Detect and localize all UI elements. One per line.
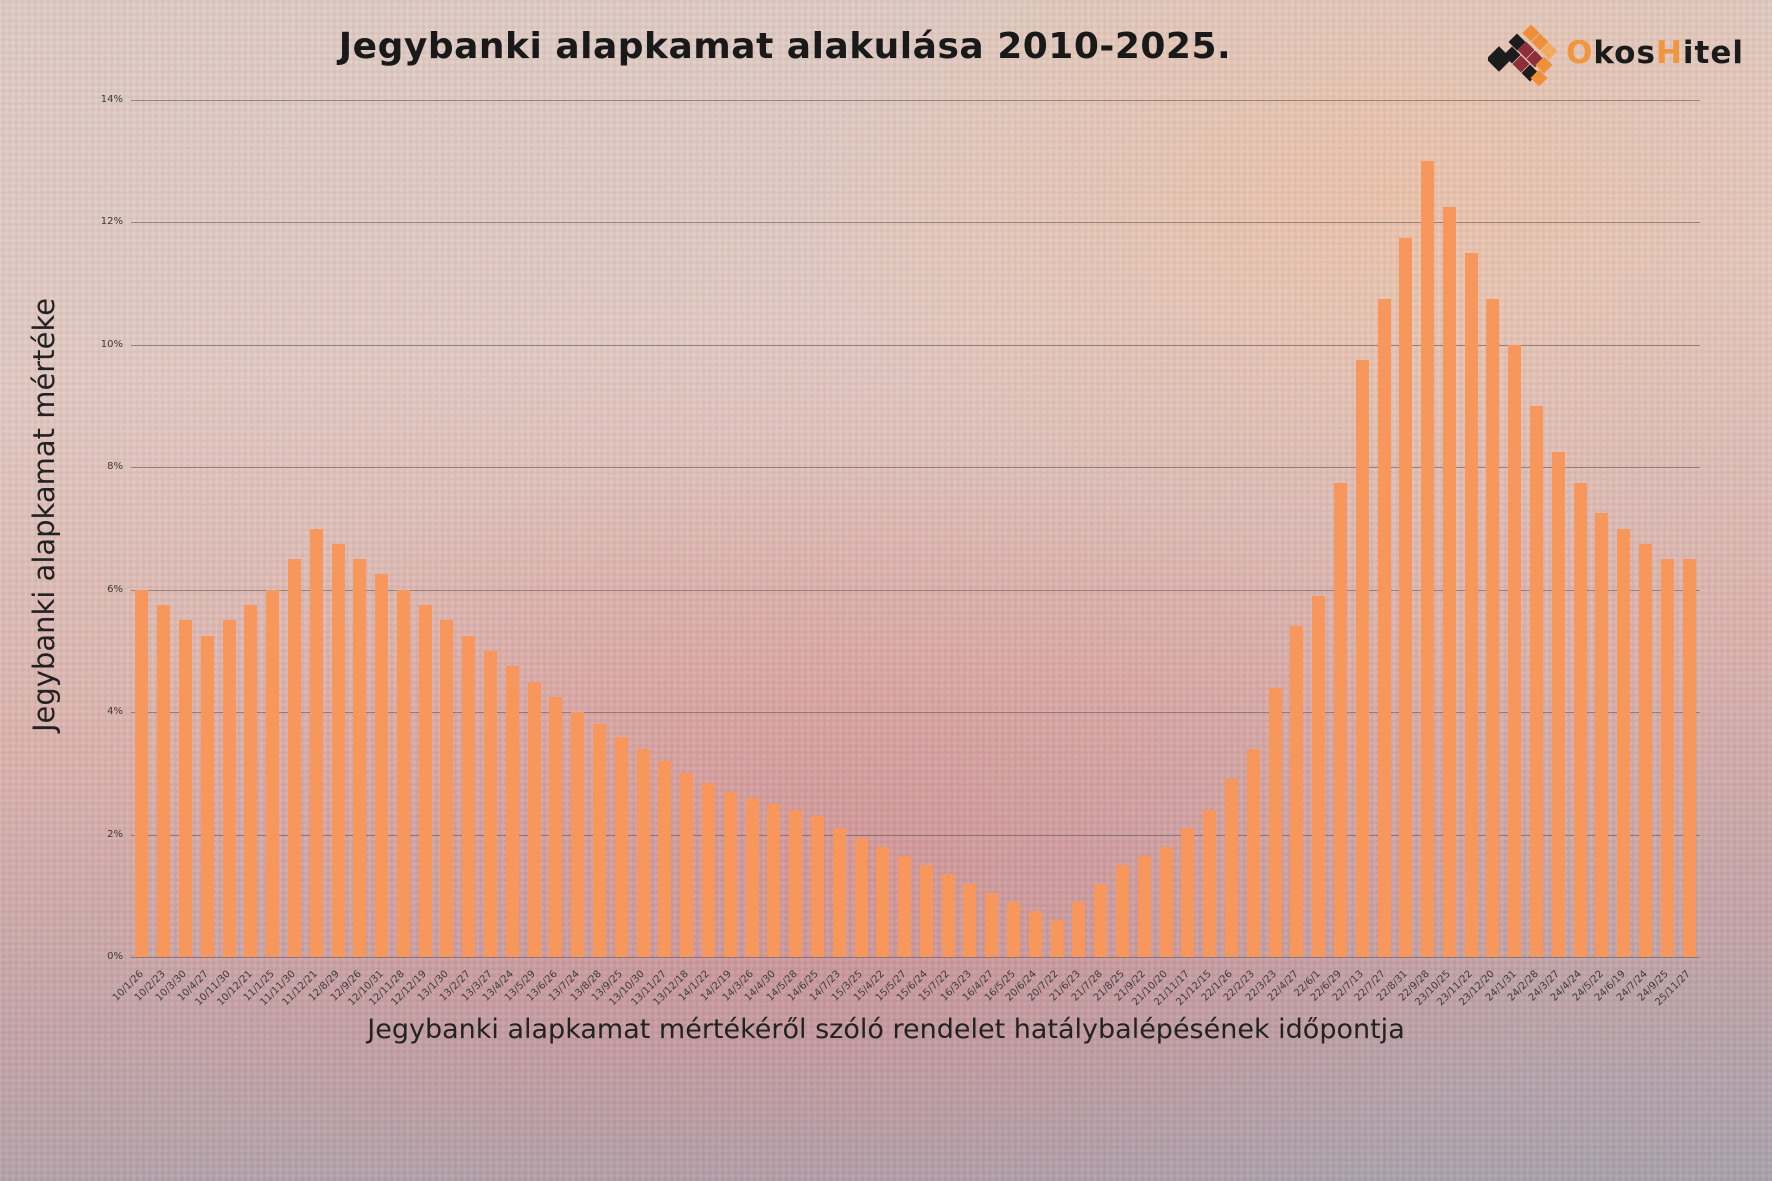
bar xyxy=(854,837,868,957)
bar xyxy=(1050,920,1064,957)
bar xyxy=(658,761,672,957)
bar xyxy=(745,797,759,957)
bar xyxy=(1333,482,1347,957)
bar xyxy=(331,543,345,957)
bar xyxy=(614,736,628,957)
bar xyxy=(266,589,280,957)
gridline xyxy=(131,589,1700,591)
y-tick-label: 8% xyxy=(107,461,123,473)
bar xyxy=(1246,748,1260,957)
y-tick-label: 2% xyxy=(107,828,123,840)
bar xyxy=(919,865,933,957)
bar xyxy=(1312,595,1326,957)
bar xyxy=(1682,559,1696,957)
gridline xyxy=(131,712,1700,714)
bar xyxy=(1007,901,1021,957)
bar xyxy=(1224,779,1238,957)
gridline xyxy=(131,344,1700,346)
bar xyxy=(1355,360,1369,957)
bar xyxy=(941,874,955,957)
bar xyxy=(767,803,781,957)
bar xyxy=(1442,207,1456,957)
bar xyxy=(1617,528,1631,957)
okoshitel-logo-text: OkosHitel xyxy=(1566,35,1744,71)
bar xyxy=(876,846,890,957)
bar xyxy=(593,724,607,957)
bar xyxy=(309,528,323,957)
bar xyxy=(1595,513,1609,957)
gridline xyxy=(131,957,1700,958)
bar xyxy=(963,883,977,957)
bar xyxy=(789,810,803,957)
bar xyxy=(1377,298,1391,957)
gridline xyxy=(131,100,1700,101)
bar xyxy=(810,816,824,957)
bar xyxy=(549,696,563,957)
bar xyxy=(1028,911,1042,957)
bar xyxy=(484,650,498,957)
bar xyxy=(1159,846,1173,957)
bar xyxy=(1137,856,1151,957)
bar xyxy=(1181,828,1195,957)
bar xyxy=(505,666,519,957)
bar xyxy=(287,559,301,957)
gridline xyxy=(131,834,1700,836)
bar xyxy=(1486,298,1500,957)
bar xyxy=(701,782,715,957)
y-tick-label: 12% xyxy=(100,216,123,228)
bar xyxy=(1508,344,1522,957)
bar xyxy=(985,892,999,957)
bar xyxy=(1072,901,1086,957)
bar xyxy=(1573,482,1587,957)
bar xyxy=(396,589,410,957)
bar xyxy=(1639,543,1653,957)
bar xyxy=(571,712,585,957)
bar xyxy=(1660,559,1674,957)
y-tick-label: 14% xyxy=(100,94,123,105)
bar xyxy=(898,856,912,957)
bar xyxy=(375,574,389,957)
okoshitel-logo: OkosHitel xyxy=(1488,20,1744,86)
y-tick-label: 10% xyxy=(100,338,123,350)
bar xyxy=(440,620,454,957)
gridline xyxy=(131,222,1700,224)
y-tick-label: 4% xyxy=(107,706,123,718)
bar xyxy=(1421,161,1435,957)
bar xyxy=(418,605,432,957)
bar xyxy=(462,635,476,957)
x-axis-title: Jegybanki alapkamat mértékéről szóló ren… xyxy=(367,1014,1405,1045)
bar xyxy=(832,828,846,957)
bar xyxy=(222,620,236,957)
bar xyxy=(1203,810,1217,957)
bar xyxy=(636,748,650,957)
bar xyxy=(723,791,737,957)
y-tick-label: 6% xyxy=(107,583,123,595)
bar xyxy=(1530,406,1544,957)
bar xyxy=(1116,865,1130,957)
bar xyxy=(1551,451,1565,957)
bar xyxy=(1464,253,1478,957)
bar xyxy=(178,620,192,957)
bar xyxy=(200,635,214,957)
bar xyxy=(1094,883,1108,957)
plot-area: 0% 2% 4% 6% 8% 10% 12% 14% 10/1/26 10/2/23 10/3/30… xyxy=(101,94,1700,1008)
bar xyxy=(157,605,171,957)
gridline xyxy=(131,467,1700,469)
bar xyxy=(527,681,541,957)
bar xyxy=(1268,687,1282,957)
bar xyxy=(680,773,694,957)
bar xyxy=(244,605,258,957)
bar xyxy=(1399,237,1413,957)
bar xyxy=(135,589,149,957)
bar xyxy=(1290,626,1304,957)
chart-title: Jegybanki alapkamat alakulása 2010-2025. xyxy=(338,26,1232,67)
y-tick-label: 0% xyxy=(107,951,123,962)
y-axis-title: Jegybanki alapkamat mértéke xyxy=(27,297,61,733)
okoshitel-logo-mark xyxy=(1488,24,1558,86)
bar xyxy=(353,559,367,957)
